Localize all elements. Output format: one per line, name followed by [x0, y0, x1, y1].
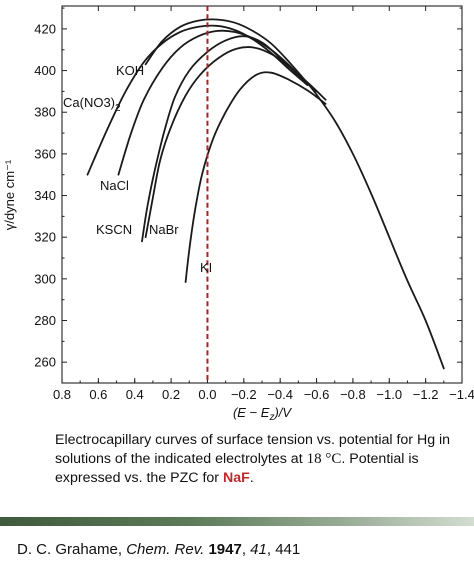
y-tick-label: 420 [34, 21, 56, 36]
x-tick-label: 0.8 [53, 387, 71, 402]
axis-ticks: 0.8 0.6 0.4 0.2 0.0 −0.2 −0.4 −0.6 −0.8 −1.0 −1.2−… [34, 6, 474, 402]
caption-text-2: . Potential is expressed vs. the PZC for [55, 451, 419, 486]
x-tick-label: 0.4 [126, 387, 144, 402]
x-tick-label: −0.2 [231, 387, 257, 402]
y-tick-label: 320 [34, 230, 56, 245]
citation-pages: 441 [275, 541, 301, 558]
caption-end: . [249, 470, 254, 486]
series-ca-no3-2-line [86, 24, 309, 176]
green-divider-band [0, 517, 474, 526]
curve-label: NaBr [149, 222, 179, 237]
curve-labels: KOH Ca(NO3)2 NaCl KSCN NaBr KI [63, 63, 212, 275]
x-tick-label: −1.0 [376, 387, 402, 402]
citation-volume: 41 [250, 541, 267, 558]
x-tick-label: −0.6 [304, 387, 330, 402]
y-tick-label: 340 [34, 188, 56, 203]
y-tick-label: 360 [34, 146, 56, 161]
y-tick-label: 400 [34, 63, 56, 78]
y-tick-label: 300 [34, 271, 56, 286]
electrocapillary-chart: 0.8 0.6 0.4 0.2 0.0 −0.2 −0.4 −0.6 −0.8 −1.0 −1.2−… [2, 5, 474, 423]
series-ki-line [184, 71, 327, 283]
curve-label: KSCN [96, 222, 132, 237]
y-tick-label: 380 [34, 105, 56, 120]
citation-year: 1947 [208, 541, 242, 558]
y-tick-label: 260 [34, 355, 56, 370]
x-tick-label: −1.2 [413, 387, 439, 402]
citation: D. C. Grahame, Chem. Rev. 1947, 41, 441 [17, 541, 301, 558]
x-tick-label: −0.8 [340, 387, 366, 402]
caption-highlight-naf: NaF [222, 470, 250, 486]
y-axis-label: γ/dyne cm⁻¹ [2, 159, 17, 230]
curve-label: KI [200, 260, 212, 275]
x-tick-label: −1.4 [449, 387, 474, 402]
x-tick-label: 0.2 [162, 387, 180, 402]
citation-authors: D. C. Grahame, [17, 541, 123, 558]
curve-label: NaCl [100, 178, 129, 193]
x-axis-label: (E − Ez)/V [233, 405, 292, 423]
x-tick-label: −0.4 [267, 387, 293, 402]
figure-caption: Electrocapillary curves of surface tensi… [55, 431, 469, 488]
series-merged-tail-line [306, 82, 445, 370]
series-nabr-line [144, 46, 327, 239]
x-tick-label: 0.0 [198, 387, 216, 402]
y-tick-label: 280 [34, 313, 56, 328]
curve-label: KOH [116, 63, 144, 78]
caption-text: Electrocapillary curves of surface tensi… [55, 432, 451, 467]
caption-temperature: 18 °C [306, 451, 342, 467]
series-koh-line [144, 18, 309, 84]
citation-journal: Chem. Rev. [126, 541, 205, 558]
x-tick-label: 0.6 [89, 387, 107, 402]
curve-label: Ca(NO3)2 [63, 95, 121, 114]
